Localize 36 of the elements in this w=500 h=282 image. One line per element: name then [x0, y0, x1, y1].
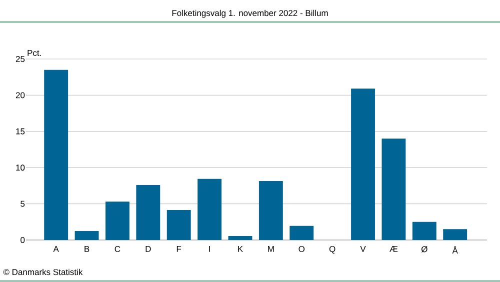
bar — [136, 184, 160, 240]
bar — [166, 210, 191, 240]
bar — [74, 230, 99, 240]
y-tick-label: 25 — [16, 56, 25, 62]
text: © Danmarks Statistik — [3, 268, 83, 276]
x-tick-label: V — [360, 246, 366, 252]
x-tick-label: C — [114, 246, 120, 252]
bar — [198, 178, 222, 240]
y-tick-label: 15 — [16, 128, 25, 134]
x-tick-label: O — [298, 246, 305, 252]
x-tick-label: A — [53, 246, 59, 252]
bar — [228, 236, 252, 240]
bar — [44, 70, 68, 240]
y-axis-title: Pct. — [28, 50, 41, 56]
bar — [382, 138, 406, 240]
chart-title: Folketingsvalg 1. november 2022 - Billum — [172, 10, 328, 18]
y-tick-label: 0 — [20, 237, 25, 244]
y-tick-label: 5 — [20, 200, 25, 207]
x-tick-label: Æ — [390, 246, 398, 252]
y-tick-label: 20 — [16, 92, 25, 98]
bar — [443, 229, 468, 240]
bar — [290, 226, 314, 240]
x-tick-label: F — [176, 246, 182, 252]
x-tick-label: K — [238, 246, 243, 252]
x-tick-label: Ø — [421, 246, 428, 252]
x-tick-label: B — [84, 246, 90, 252]
bar — [258, 180, 283, 240]
x-tick-label: D — [146, 246, 151, 252]
bar — [351, 88, 375, 240]
x-tick-label: M — [268, 246, 274, 252]
x-tick-label: I — [209, 246, 210, 252]
bar — [412, 222, 436, 240]
y-tick-label: 10 — [16, 164, 25, 171]
x-tick-label: Å — [452, 246, 458, 254]
bar — [106, 202, 130, 240]
x-tick-label: Q — [329, 246, 336, 254]
